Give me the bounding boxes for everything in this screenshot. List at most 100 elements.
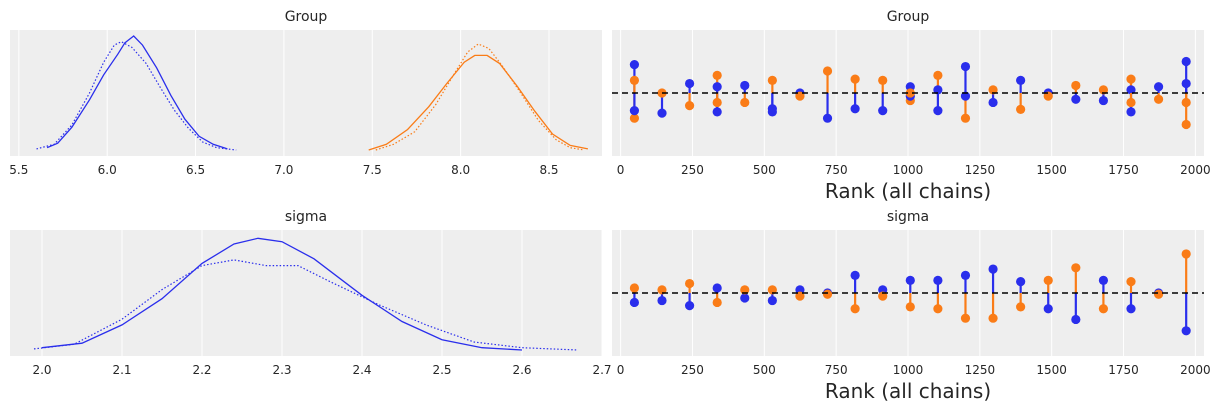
x-tick-label: 7.0 xyxy=(274,163,293,177)
rank-point xyxy=(822,66,833,76)
panel-title: Group xyxy=(285,9,328,25)
rank-point xyxy=(1043,91,1053,101)
rank-point xyxy=(684,101,695,111)
x-tick-label: 0 xyxy=(617,163,625,177)
rank-point xyxy=(1016,104,1026,114)
rank-point xyxy=(878,106,888,116)
x-tick-label: 1750 xyxy=(1108,363,1139,377)
rank-point xyxy=(1043,275,1053,285)
rank-point xyxy=(1153,94,1164,104)
rank-point xyxy=(905,302,915,312)
x-tick-label: 250 xyxy=(681,363,704,377)
panel-background xyxy=(10,230,602,356)
rank-point xyxy=(933,275,943,285)
x-axis-label: Rank (all chains) xyxy=(825,179,991,203)
x-axis-label: Rank (all chains) xyxy=(825,379,991,403)
rank-point xyxy=(988,313,998,323)
panel-background xyxy=(10,30,602,156)
rank-point xyxy=(1126,85,1136,95)
rank-point xyxy=(1016,75,1026,85)
panel-1: 5.5 6.0 6.5 7.0 7.5 8.0 8.5 Group xyxy=(9,9,602,177)
rank-point xyxy=(740,293,750,303)
rank-point xyxy=(795,285,805,295)
rank-point xyxy=(960,91,971,101)
rank-point xyxy=(740,285,750,295)
rank-point xyxy=(850,104,860,114)
x-tick-label: 500 xyxy=(753,163,776,177)
rank-point xyxy=(1181,119,1191,130)
rank-point xyxy=(960,113,971,123)
x-tick-label: 2000 xyxy=(1180,163,1211,177)
rank-point xyxy=(629,283,640,293)
x-tick-label: 7.5 xyxy=(363,163,382,177)
x-tick-label: 6.5 xyxy=(186,163,205,177)
rank-point xyxy=(712,97,722,108)
rank-point xyxy=(712,283,722,293)
panel-title: Group xyxy=(887,9,930,25)
x-tick-label: 2000 xyxy=(1180,363,1211,377)
rank-point xyxy=(1126,74,1136,84)
x-tick-label: 6.0 xyxy=(98,163,117,177)
x-tick-label: 8.0 xyxy=(451,163,470,177)
x-tick-label: 1500 xyxy=(1036,163,1067,177)
rank-point xyxy=(933,304,943,314)
rank-point xyxy=(767,107,777,117)
x-tick-label: 1500 xyxy=(1036,363,1067,377)
rank-point xyxy=(850,74,860,84)
rank-point xyxy=(988,85,998,95)
rank-point xyxy=(1098,85,1109,95)
rank-point xyxy=(1153,82,1164,92)
x-tick-label: 1250 xyxy=(965,163,996,177)
rank-point xyxy=(767,285,777,295)
rank-point xyxy=(629,106,640,116)
x-tick-label: 250 xyxy=(681,163,704,177)
x-tick-label: 2.5 xyxy=(432,363,451,377)
rank-point xyxy=(850,270,860,280)
panel-title: sigma xyxy=(887,209,929,225)
rank-point xyxy=(740,97,750,108)
density-curve-1 xyxy=(41,237,523,351)
rank-point xyxy=(1181,326,1191,336)
rank-point xyxy=(988,264,998,274)
rank-point xyxy=(1071,80,1081,91)
rank-point xyxy=(1043,304,1053,314)
panel-2: 0 250 500 750 1000 1250 1500 1750 2000 Group Rank … xyxy=(612,9,1211,203)
rank-point xyxy=(629,113,640,123)
density-curve-3 xyxy=(368,54,589,151)
rank-point xyxy=(1098,95,1109,106)
rank-point xyxy=(1126,277,1136,287)
rank-point xyxy=(1126,107,1136,117)
rank-point xyxy=(1181,56,1191,67)
rank-point xyxy=(629,75,640,85)
rank-point xyxy=(822,113,833,123)
rank-point xyxy=(767,75,777,85)
rank-point xyxy=(822,289,833,299)
rank-point xyxy=(1071,314,1081,325)
rank-point xyxy=(905,88,915,98)
rank-point xyxy=(1153,289,1164,299)
rank-point xyxy=(795,291,805,301)
rank-point xyxy=(629,60,640,70)
density-curve-2 xyxy=(36,41,237,151)
x-tick-label: 1000 xyxy=(893,163,924,177)
rank-point xyxy=(795,91,805,101)
rank-point xyxy=(684,301,695,311)
rank-point xyxy=(960,313,971,323)
rank-point xyxy=(933,85,943,95)
rank-point xyxy=(657,295,667,306)
x-tick-label: 1000 xyxy=(893,363,924,377)
rank-point xyxy=(657,108,667,118)
rank-point xyxy=(1181,78,1191,89)
rank-point xyxy=(1016,302,1026,312)
rank-point xyxy=(1071,94,1081,104)
rank-point xyxy=(767,295,777,306)
rank-point xyxy=(1126,97,1136,108)
rank-point xyxy=(878,75,888,85)
panel-4: 0 250 500 750 1000 1250 1500 1750 2000 sigma Rank … xyxy=(612,209,1211,403)
rank-point xyxy=(988,97,998,108)
rank-point xyxy=(657,285,667,295)
x-tick-label: 0 xyxy=(617,363,625,377)
panel-3: 2.0 2.1 2.2 2.3 2.4 2.5 2.6 2.7 sigma xyxy=(10,209,612,377)
x-tick-label: 2.6 xyxy=(512,363,531,377)
